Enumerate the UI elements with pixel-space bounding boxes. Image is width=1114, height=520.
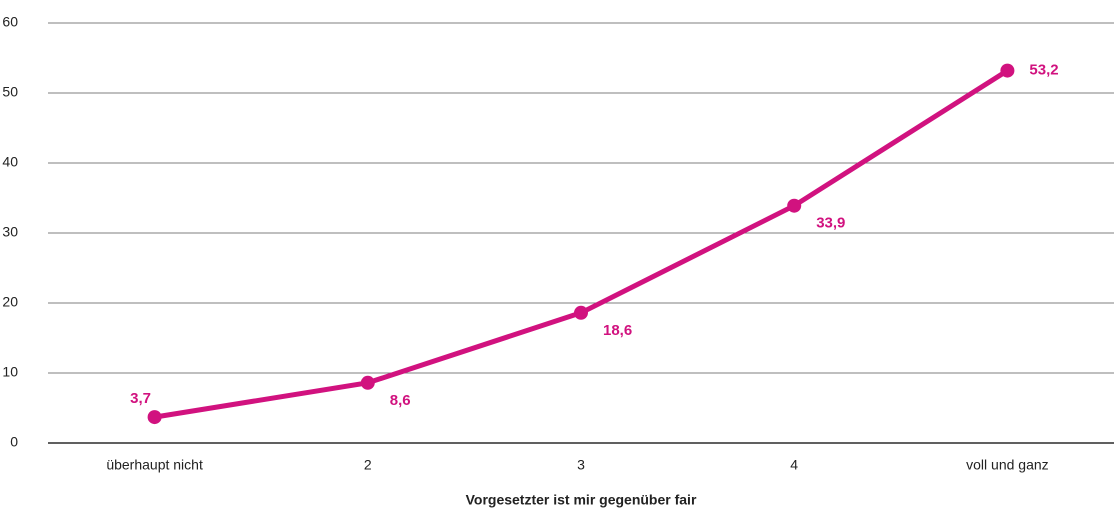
x-tick-label: voll und ganz [966, 457, 1049, 473]
marker [787, 198, 802, 213]
value-label: 33,9 [816, 215, 845, 232]
x-axis-label: Vorgesetzter ist mir gegenüber fair [466, 492, 697, 508]
marker [574, 305, 588, 320]
y-tick-label: 60 [2, 14, 18, 30]
marker [1000, 63, 1015, 78]
value-label: 8,6 [390, 392, 411, 409]
marker [360, 375, 375, 390]
x-tick-label: überhaupt nicht [106, 457, 203, 473]
x-tick-label: 4 [790, 457, 798, 473]
y-tick-label: 50 [2, 84, 18, 100]
y-tick-label: 30 [2, 224, 18, 240]
value-label: 3,7 [130, 390, 151, 407]
y-tick-label: 0 [10, 434, 18, 450]
x-tick-label: 3 [577, 457, 585, 473]
y-tick-label: 10 [2, 364, 18, 380]
y-tick-label: 20 [2, 294, 18, 310]
line [154, 68, 1009, 420]
x-tick-label: 2 [364, 457, 372, 473]
y-tick-label: 40 [2, 154, 18, 170]
value-label: 53,2 [1029, 62, 1058, 79]
marker [147, 410, 162, 425]
value-label: 18,6 [603, 322, 632, 339]
